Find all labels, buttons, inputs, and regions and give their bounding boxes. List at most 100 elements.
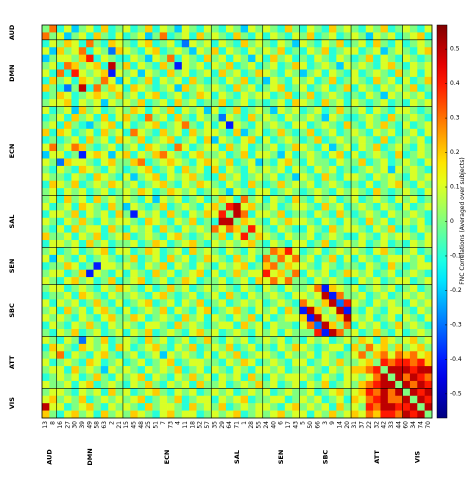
heatmap-cell [211, 410, 219, 419]
heatmap-cell [306, 321, 315, 330]
heatmap-cell [64, 151, 72, 159]
heatmap-cell [409, 76, 418, 85]
heatmap-cell [314, 76, 322, 85]
heatmap-cell [218, 232, 227, 241]
x-tick-label: 64 [226, 421, 233, 429]
heatmap-cell [336, 106, 344, 115]
heatmap-cell [321, 254, 330, 263]
heatmap-cell [387, 128, 396, 137]
heatmap-cell [409, 225, 418, 233]
heatmap-cell [225, 403, 234, 411]
heatmap-cell [115, 128, 124, 137]
heatmap-cell [108, 136, 116, 144]
colorbar-tick-label: -0.1 [450, 252, 462, 259]
heatmap-cell [122, 54, 131, 63]
heatmap-cell [240, 47, 249, 55]
x-tick-label: 49 [86, 421, 93, 429]
heatmap-cell [64, 291, 72, 300]
heatmap-cell [306, 284, 315, 293]
heatmap-cell [203, 136, 212, 144]
heatmap-cell [262, 247, 271, 256]
heatmap-cell [314, 99, 322, 107]
heatmap-cell [402, 128, 411, 137]
heatmap-cell [42, 358, 50, 367]
heatmap-cell [233, 99, 241, 107]
heatmap-cell [225, 277, 234, 285]
heatmap-cell [240, 329, 249, 337]
heatmap-cell [145, 395, 153, 404]
heatmap-cell [225, 25, 234, 33]
heatmap-cell [292, 25, 300, 33]
heatmap-cell [248, 143, 256, 152]
heatmap-cell [387, 91, 396, 100]
heatmap-cell [255, 232, 264, 241]
heatmap-cell [225, 373, 234, 382]
heatmap-cell [233, 158, 241, 167]
heatmap-cell [395, 232, 403, 241]
heatmap-cell [248, 173, 256, 182]
heatmap-cell [181, 217, 190, 226]
heatmap-cell [395, 388, 403, 397]
heatmap-cell [277, 202, 286, 211]
heatmap-cell [115, 62, 124, 70]
heatmap-cell [321, 343, 330, 352]
heatmap-cell [284, 284, 293, 293]
heatmap-cell [328, 380, 337, 389]
heatmap-cell [358, 195, 367, 204]
heatmap-cell [306, 143, 315, 152]
heatmap-cell [218, 158, 227, 167]
heatmap-cell [387, 151, 396, 159]
heatmap-cell [402, 262, 411, 270]
heatmap-cell [306, 306, 315, 315]
heatmap-cell [240, 188, 249, 196]
heatmap-cell [262, 269, 271, 278]
heatmap-cell [233, 25, 241, 33]
heatmap-cell [395, 240, 403, 248]
heatmap-cell [145, 403, 153, 411]
heatmap-cell [233, 395, 241, 404]
heatmap-cell [292, 410, 300, 419]
heatmap-cell [328, 321, 337, 330]
heatmap-cell [262, 299, 271, 308]
heatmap-cell [71, 151, 80, 159]
heatmap-cell [365, 188, 374, 196]
heatmap-cell [292, 151, 300, 159]
heatmap-cell [42, 225, 50, 233]
heatmap-cell [42, 343, 50, 352]
heatmap-cell [395, 380, 403, 389]
heatmap-cell [71, 277, 80, 285]
heatmap-cell [78, 247, 87, 256]
heatmap-cell [181, 91, 190, 100]
heatmap-cell [373, 69, 381, 78]
heatmap-cell [299, 25, 308, 33]
heatmap-cell [137, 91, 146, 100]
heatmap-cell [233, 151, 241, 159]
heatmap-cell [49, 380, 58, 389]
heatmap-cell [71, 240, 80, 248]
heatmap-cell [167, 291, 175, 300]
heatmap-cell [203, 188, 212, 196]
heatmap-cell [56, 136, 65, 144]
heatmap-cell [248, 269, 256, 278]
heatmap-cell [314, 158, 322, 167]
heatmap-cell [64, 314, 72, 322]
heatmap-cell [189, 269, 197, 278]
heatmap-cell [115, 136, 124, 144]
heatmap-cell [328, 410, 337, 419]
heatmap-cell [380, 336, 389, 345]
heatmap-cell [306, 351, 315, 359]
heatmap-cell [292, 321, 300, 330]
heatmap-cell [314, 329, 322, 337]
heatmap-cell [395, 225, 403, 233]
heatmap-cell [424, 210, 433, 219]
heatmap-cell [203, 240, 212, 248]
heatmap-cell [159, 329, 168, 337]
heatmap-cell [373, 262, 381, 270]
heatmap-cell [71, 128, 80, 137]
heatmap-cell [409, 395, 418, 404]
heatmap-cell [292, 173, 300, 182]
heatmap-cell [56, 91, 65, 100]
heatmap-cell [409, 99, 418, 107]
heatmap-cell [196, 262, 205, 270]
heatmap-cell [321, 195, 330, 204]
